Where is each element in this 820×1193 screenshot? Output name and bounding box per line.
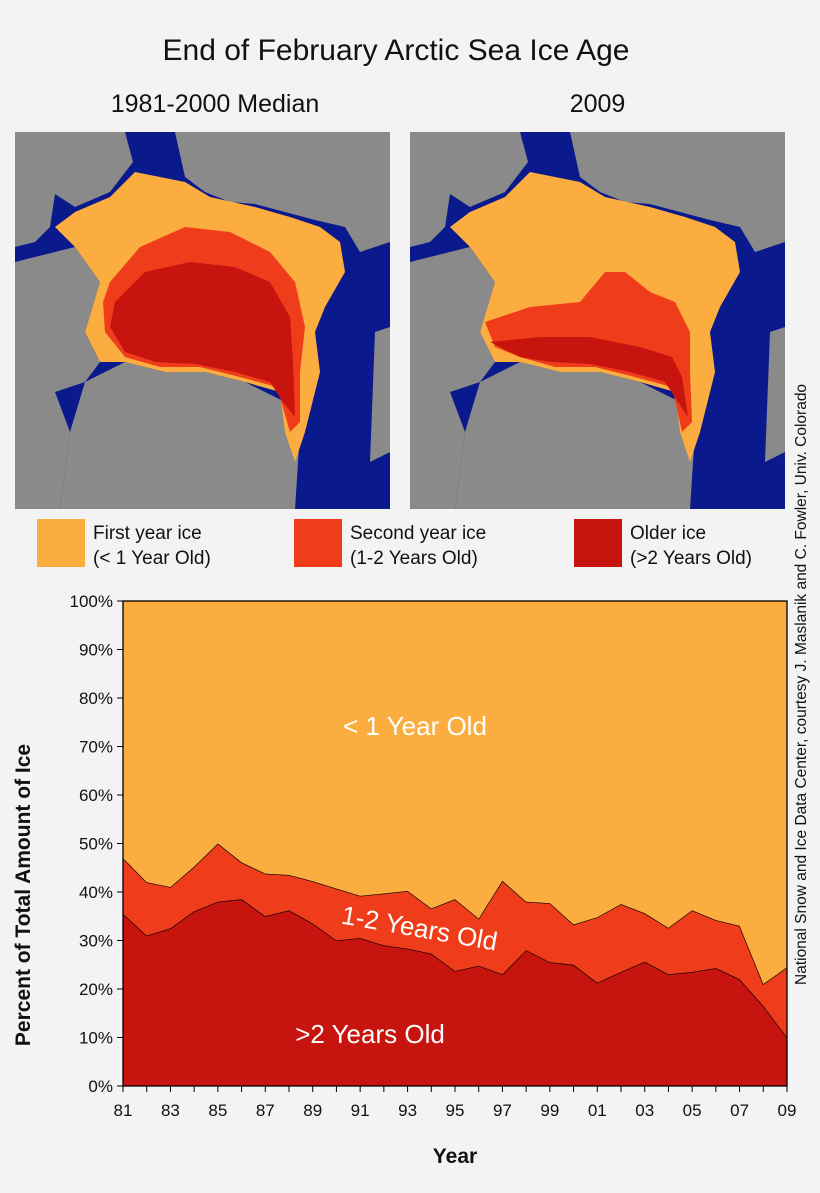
x-tick-label: 87 bbox=[256, 1101, 275, 1120]
x-axis: 81 83 85 87 89 91 93 95 97 99 01 03 05 07 09 bbox=[114, 1086, 797, 1120]
legend-swatch-older bbox=[574, 519, 622, 567]
sea-ice-map-median bbox=[15, 132, 390, 509]
x-tick-label: 85 bbox=[208, 1101, 227, 1120]
y-tick-label: 80% bbox=[79, 689, 113, 708]
y-axis-title: Percent of Total Amount of Ice bbox=[12, 744, 35, 1046]
x-tick-label: 95 bbox=[446, 1101, 465, 1120]
y-axis: 0% 10% 20% 30% 40% 50% 60% 70% 80% 90% 100% bbox=[70, 592, 123, 1096]
x-tick-label: 09 bbox=[778, 1101, 797, 1120]
x-tick-label: 89 bbox=[303, 1101, 322, 1120]
x-tick-label: 97 bbox=[493, 1101, 512, 1120]
y-tick-label: 70% bbox=[79, 738, 113, 757]
map-title-2009: 2009 bbox=[569, 90, 626, 118]
y-tick-label: 50% bbox=[79, 835, 113, 854]
x-tick-label: 81 bbox=[114, 1101, 133, 1120]
y-tick-label: 90% bbox=[79, 641, 113, 660]
area-first-year bbox=[123, 601, 787, 985]
area-older bbox=[123, 899, 787, 1086]
y-tick-label: 20% bbox=[79, 980, 113, 999]
area-second-year bbox=[123, 843, 787, 1038]
plot-area bbox=[122, 600, 788, 1087]
y-tick-label: 40% bbox=[79, 883, 113, 902]
x-tick-label: 83 bbox=[161, 1101, 180, 1120]
x-tick-label: 03 bbox=[635, 1101, 654, 1120]
band-label-first-year: < 1 Year Old bbox=[343, 711, 487, 741]
y-tick-label: 60% bbox=[79, 786, 113, 805]
chart-title: End of February Arctic Sea Ice Age bbox=[162, 34, 630, 67]
x-tick-label: 01 bbox=[588, 1101, 607, 1120]
legend-swatch-second-year bbox=[294, 519, 342, 567]
x-tick-label: 99 bbox=[540, 1101, 559, 1120]
ice-age-area-chart: 0% 10% 20% 30% 40% 50% 60% 70% 80% 90% 100% 81 83 85… bbox=[12, 592, 797, 1168]
x-tick-label: 91 bbox=[351, 1101, 370, 1120]
legend-label-first-year: First year ice (< 1 Year Old) bbox=[93, 523, 211, 569]
legend-label-second-year: Second year ice (1-2 Years Old) bbox=[350, 523, 487, 569]
x-tick-label: 93 bbox=[398, 1101, 417, 1120]
y-tick-label: 0% bbox=[88, 1077, 113, 1096]
y-tick-label: 100% bbox=[70, 592, 113, 611]
band-label-older: >2 Years Old bbox=[295, 1019, 445, 1049]
x-axis-title: Year bbox=[433, 1145, 477, 1168]
x-tick-label: 05 bbox=[683, 1101, 702, 1120]
map-title-median: 1981-2000 Median bbox=[110, 90, 320, 118]
y-tick-label: 10% bbox=[79, 1029, 113, 1048]
legend-label-older: Older ice (>2 Years Old) bbox=[630, 523, 752, 569]
sea-ice-map-2009 bbox=[410, 132, 785, 509]
x-tick-label: 07 bbox=[730, 1101, 749, 1120]
y-tick-label: 30% bbox=[79, 932, 113, 951]
legend-swatch-first-year bbox=[37, 519, 85, 567]
